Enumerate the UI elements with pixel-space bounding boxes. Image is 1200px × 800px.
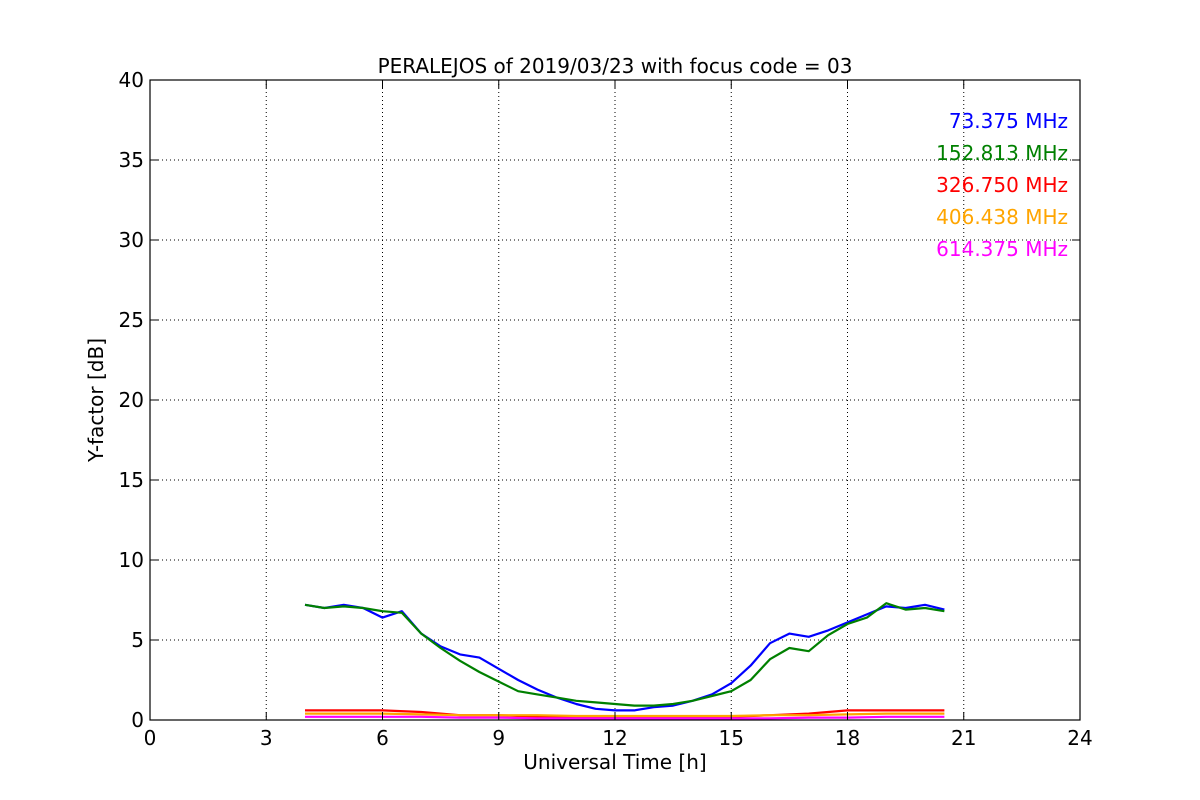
plot-area: 0 3 6 9 12 15 18 21 24 0 5 10 15 20 25 30 35 40 73.375 MHz… [119, 68, 1093, 750]
series-line-614-375-mhz [305, 715, 945, 720]
x-tick-label: 12 [602, 726, 627, 750]
legend-entry: 152.813 MHz [936, 141, 1068, 165]
legend-entry: 326.750 MHz [936, 173, 1068, 197]
series-line-406-438-mhz [305, 712, 945, 718]
x-tick-label: 24 [1067, 726, 1092, 750]
y-tick-label: 25 [119, 308, 144, 332]
x-tick-label: 0 [144, 726, 157, 750]
series-line-152-813-mhz [304, 602, 945, 707]
x-tick-label: 15 [719, 726, 744, 750]
y-tick-label: 5 [131, 628, 144, 652]
y-tick-label: 30 [119, 228, 144, 252]
x-tick-label: 9 [492, 726, 505, 750]
legend-entry: 73.375 MHz [949, 109, 1068, 133]
y-tick-label: 35 [119, 148, 144, 172]
x-axis-label: Universal Time [h] [523, 750, 706, 774]
y-tick-label: 10 [119, 548, 144, 572]
y-tick-label: 40 [119, 68, 144, 92]
y-tick-label: 0 [131, 708, 144, 732]
x-tick-label: 21 [951, 726, 976, 750]
chart-title: PERALEJOS of 2019/03/23 with focus code … [378, 54, 853, 78]
legend-entry: 614.375 MHz [936, 237, 1068, 261]
legend-entry: 406.438 MHz [936, 205, 1068, 229]
y-tick-label: 15 [119, 468, 144, 492]
y-tick-label: 20 [119, 388, 144, 412]
y-axis-label: Y-factor [dB] [84, 338, 108, 463]
x-tick-label: 18 [835, 726, 860, 750]
x-tick-label: 6 [376, 726, 389, 750]
x-tick-label: 3 [260, 726, 273, 750]
